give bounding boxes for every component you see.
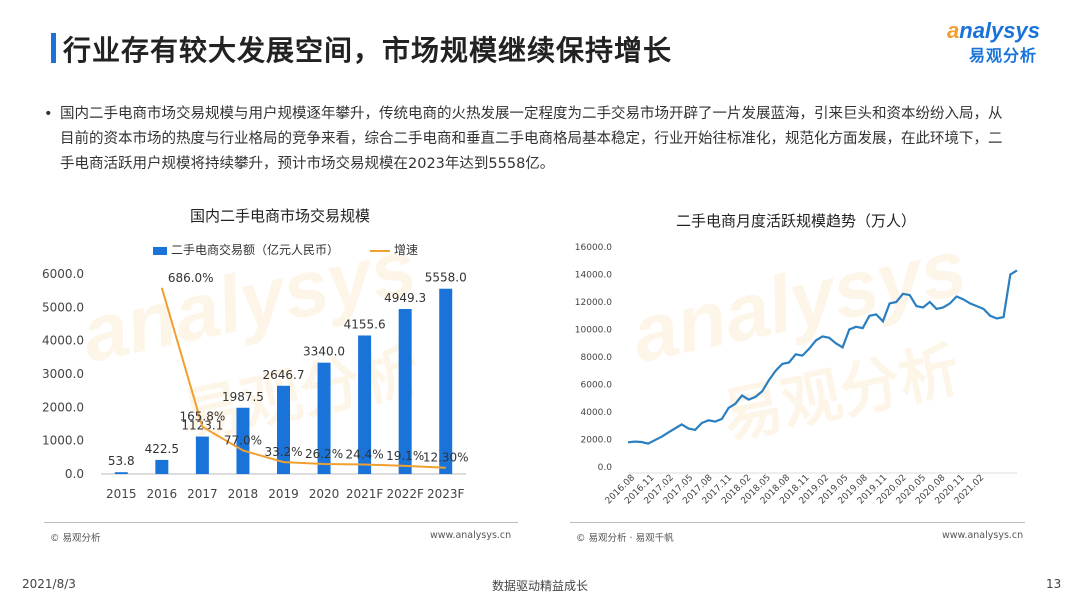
right-y-tick-label: 4000.0 (581, 408, 613, 418)
bar (195, 436, 209, 474)
bar-value-label: 422.5 (145, 442, 179, 456)
bar-value-label: 1987.5 (222, 390, 264, 404)
x-tick-label: 2016 (147, 487, 178, 501)
bar-value-label: 5558.0 (425, 271, 467, 285)
logo-wordmark: analysys (947, 18, 1040, 43)
right-chart-divider (570, 522, 1025, 523)
title-accent-bar (51, 33, 56, 63)
active-users-line (627, 269, 1018, 445)
left-chart-legend-bar: 二手电商交易额（亿元人民币） (153, 241, 339, 258)
left-chart-title: 国内二手电商市场交易规模 (190, 207, 371, 225)
x-tick-label: 2021F (346, 487, 384, 501)
left-chart-url: www.analysys.cn (430, 530, 512, 541)
right-y-tick-label: 16000.0 (575, 243, 612, 253)
legend-bar-swatch (153, 246, 167, 255)
y-tick-label: 6000.0 (42, 267, 84, 281)
growth-rate-label: 165.8% (180, 410, 226, 424)
analysys-logo: analysys 易观分析 (947, 18, 1057, 66)
footer-page-number: 13 (1046, 577, 1062, 591)
x-tick-label: 2022F (386, 487, 424, 501)
summary-text: 国内二手电商市场交易规模与用户规模逐年攀升，传统电商的火热发展一定程度为二手交易… (60, 106, 1003, 172)
growth-rate-label: 33.2% (264, 445, 302, 459)
bar-value-label: 4949.3 (384, 291, 426, 305)
growth-rate-label: 19.1% (386, 449, 424, 463)
right-y-tick-label: 6000.0 (581, 381, 613, 391)
left-chart-divider (44, 522, 518, 523)
bar (398, 309, 412, 474)
x-tick-label: 2017 (187, 487, 218, 501)
bar-value-label: 4155.6 (344, 317, 386, 331)
bar (155, 459, 169, 474)
growth-rate-label: 686.0% (168, 271, 214, 285)
right-y-tick-label: 14000.0 (575, 271, 612, 281)
bullet-dot: • (44, 106, 53, 122)
right-chart-source: © 易观分析 · 易观千帆 (576, 533, 674, 544)
bar (114, 472, 128, 474)
left-chart-legend-line: 增速 (370, 241, 418, 258)
right-y-tick-label: 2000.0 (581, 436, 613, 446)
right-y-tick-label: 8000.0 (581, 353, 613, 363)
legend-line-swatch (370, 249, 390, 252)
logo-chinese: 易观分析 (969, 46, 1038, 65)
growth-rate-label: 12.30% (423, 451, 469, 465)
footer-slogan: 数据驱动精益成长 (492, 579, 589, 593)
page-title: 行业存有较大发展空间，市场规模继续保持增长 (63, 34, 673, 67)
y-tick-label: 2000.0 (42, 400, 84, 414)
y-tick-label: 5000.0 (42, 300, 84, 314)
bar-value-label: 3340.0 (303, 345, 345, 359)
y-tick-label: 1000.0 (42, 434, 84, 448)
bar-value-label: 53.8 (108, 454, 135, 468)
x-tick-label: 2019 (268, 487, 299, 501)
bar (317, 362, 331, 474)
right-chart-url: www.analysys.cn (942, 530, 1024, 541)
growth-rate-label: 26.2% (305, 447, 343, 461)
x-tick-label: 2023F (427, 487, 465, 501)
y-tick-label: 4000.0 (42, 334, 84, 348)
growth-rate-label: 24.4% (346, 447, 384, 461)
right-y-tick-label: 0.0 (598, 463, 613, 473)
footer-date: 2021/8/3 (22, 577, 76, 591)
y-tick-label: 0.0 (65, 467, 84, 481)
bar-value-label: 2646.7 (263, 368, 305, 382)
growth-line (160, 287, 446, 469)
left-chart-source: © 易观分析 (50, 533, 101, 544)
x-tick-label: 2015 (106, 487, 137, 501)
bar (277, 385, 290, 474)
right-y-tick-label: 12000.0 (575, 298, 612, 308)
growth-rate-label: 77.0% (224, 433, 262, 447)
right-chart-title: 二手电商月度活跃规模趋势（万人） (676, 212, 917, 230)
y-tick-label: 3000.0 (42, 367, 84, 381)
x-tick-label: 2018 (228, 487, 259, 501)
right-y-tick-label: 10000.0 (575, 326, 612, 336)
summary-bullet: • 国内二手电商市场交易规模与用户规模逐年攀升，传统电商的火热发展一定程度为二手… (44, 102, 1009, 177)
bar (439, 288, 453, 474)
x-tick-label: 2020 (309, 487, 340, 501)
bar (236, 407, 250, 474)
bar (358, 335, 372, 474)
